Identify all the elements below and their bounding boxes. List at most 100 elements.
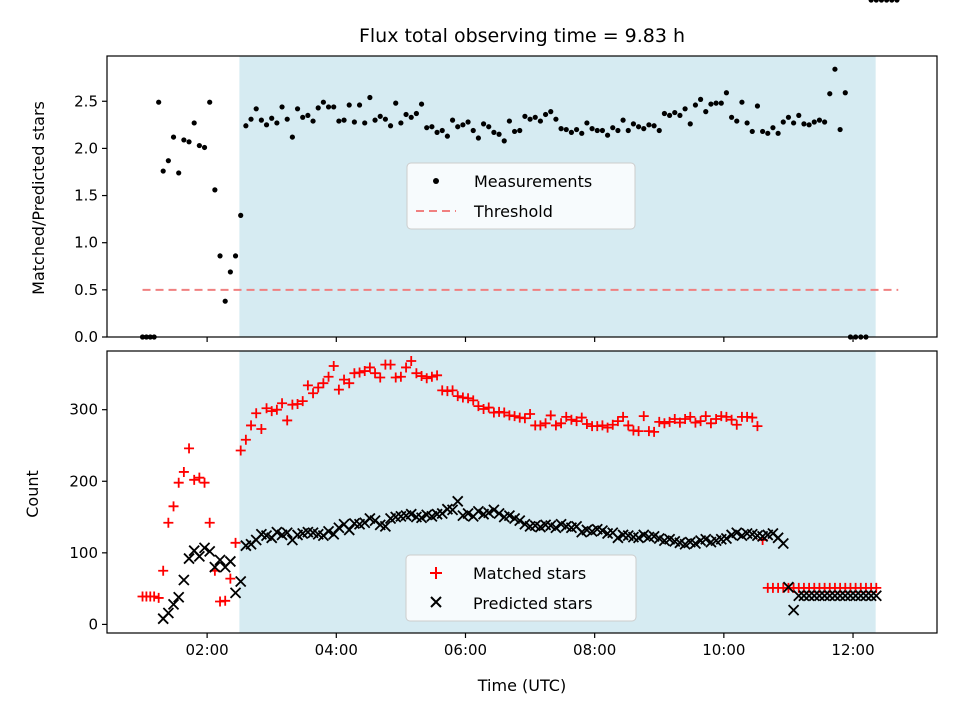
matched-star-point xyxy=(199,477,210,488)
measurement-point xyxy=(641,126,647,132)
matched-star-point xyxy=(256,424,267,435)
measurement-point xyxy=(248,116,254,122)
measurement-point xyxy=(878,0,885,3)
legend-threshold-label: Threshold xyxy=(473,202,553,221)
measurement-point xyxy=(294,106,301,112)
legend-measurements-marker xyxy=(433,178,439,184)
measurement-point xyxy=(682,106,688,112)
predicted-star-point xyxy=(550,522,562,534)
predicted-star-point xyxy=(818,590,831,602)
measurement-point xyxy=(816,117,823,123)
matched-star-point xyxy=(302,380,313,391)
measurement-point xyxy=(165,158,171,164)
measurement-point xyxy=(791,120,797,126)
legend-measurements-label: Measurements xyxy=(474,172,592,191)
y-tick-label: 2.0 xyxy=(74,139,98,157)
y-tick-label: 2.5 xyxy=(74,92,98,110)
matched-star-point xyxy=(535,420,546,431)
measurement-point xyxy=(889,0,895,3)
predicted-star-point xyxy=(214,554,226,566)
y-tick-label: 0 xyxy=(88,615,98,633)
matched-star-point xyxy=(292,398,303,409)
matched-star-point xyxy=(550,420,561,431)
predicted-star-point xyxy=(834,590,846,602)
matched-star-point xyxy=(225,573,236,584)
matched-star-point xyxy=(685,411,696,422)
predicted-star-point xyxy=(167,598,180,611)
predicted-star-point xyxy=(849,590,862,602)
bottom-panel: 0 100 200 300 02:00 04:00 06:00 08:00 10:00 12:00… xyxy=(23,350,938,695)
measurement-point xyxy=(424,125,430,131)
measurement-point xyxy=(796,112,802,119)
predicted-star-point xyxy=(787,604,800,616)
measurement-point xyxy=(232,253,239,259)
matched-star-point xyxy=(308,388,319,399)
measurement-point xyxy=(718,100,724,106)
matched-star-point xyxy=(721,411,732,422)
matched-star-point xyxy=(375,372,386,383)
predicted-star-point xyxy=(183,552,195,565)
predicted-star-point xyxy=(379,520,392,532)
matched-star-point xyxy=(571,416,582,427)
measurement-point xyxy=(615,127,621,134)
predicted-star-point xyxy=(824,590,836,602)
matched-star-point xyxy=(149,591,160,602)
measurement-point xyxy=(811,119,817,125)
matched-star-point xyxy=(189,474,200,485)
measurement-point xyxy=(362,120,368,126)
top-legend-box xyxy=(406,162,636,230)
measurement-point xyxy=(439,127,445,134)
measurement-point xyxy=(568,129,575,135)
matched-star-point xyxy=(607,419,618,430)
predicted-star-point xyxy=(798,590,810,602)
measurement-point xyxy=(393,100,399,106)
matched-star-point xyxy=(700,411,711,422)
measurement-point xyxy=(646,122,652,128)
bottom-panel-frame xyxy=(106,350,938,634)
matched-star-point xyxy=(421,373,432,384)
measurement-point xyxy=(465,119,471,125)
measurement-point xyxy=(341,117,347,123)
legend-predicted-marker xyxy=(430,596,442,608)
matched-star-point xyxy=(339,374,350,385)
measurement-point xyxy=(300,114,306,120)
measurement-point xyxy=(253,106,259,112)
measurement-point xyxy=(894,0,900,3)
matched-star-point xyxy=(246,420,257,431)
legend-matched-label: Matched stars xyxy=(473,564,586,583)
predicted-star-point xyxy=(472,505,485,517)
measurement-point xyxy=(496,131,502,137)
measurement-point xyxy=(258,117,264,123)
matched-star-point xyxy=(540,418,551,429)
predicted-star-point xyxy=(844,590,857,602)
measurement-point xyxy=(243,123,249,129)
matched-star-point xyxy=(230,537,241,548)
measurement-point xyxy=(806,122,812,128)
measurement-point xyxy=(398,120,404,126)
predicted-star-point xyxy=(322,525,335,538)
measurement-point xyxy=(310,118,316,124)
chart-title: Flux total observing time = 9.83 h xyxy=(359,25,685,47)
measurement-point xyxy=(222,298,228,304)
measurement-point xyxy=(713,100,719,106)
measurement-point xyxy=(201,144,208,151)
measurement-point xyxy=(331,104,337,110)
measurement-point xyxy=(625,127,631,134)
measurement-point xyxy=(367,94,373,101)
matched-star-point xyxy=(731,419,742,430)
predicted-star-point xyxy=(198,542,211,554)
measurement-point xyxy=(558,126,564,132)
measurement-point xyxy=(176,170,182,176)
matched-star-point xyxy=(664,416,675,427)
measurement-point xyxy=(822,119,828,125)
matched-star-point xyxy=(426,371,437,382)
measurement-point xyxy=(181,137,187,143)
matched-star-point xyxy=(597,420,608,431)
matched-star-point xyxy=(633,426,644,437)
measurement-point xyxy=(760,128,766,135)
measurement-point xyxy=(868,0,874,3)
measurement-point xyxy=(656,127,662,134)
matched-star-point xyxy=(468,395,479,406)
matched-star-point xyxy=(220,595,231,606)
matched-star-point xyxy=(323,371,334,382)
